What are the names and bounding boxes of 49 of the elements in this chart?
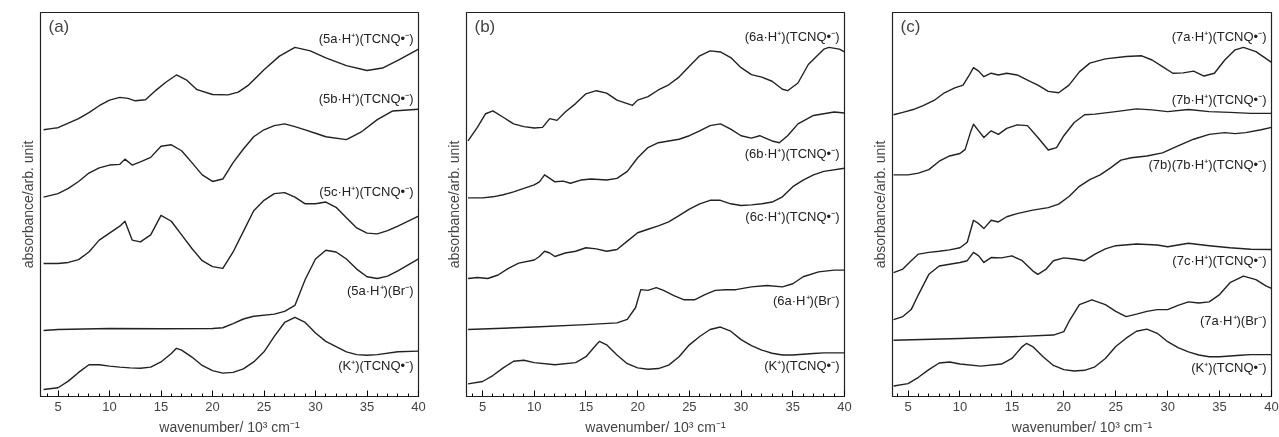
- x-axis-title: wavenumber/ 10³ cm⁻¹: [158, 418, 301, 435]
- series-label: (6b·H⁺)(TCNQ•⁻): [744, 145, 840, 161]
- x-tick-label: 10: [527, 398, 542, 414]
- y-axis-title: absorbance/arb. unit: [19, 140, 36, 269]
- x-axis-title: wavenumber/ 10³ cm⁻¹: [584, 418, 727, 435]
- x-tick-label: 15: [153, 398, 169, 414]
- series-label: (7b·H⁺)(TCNQ•⁻): [1171, 91, 1267, 107]
- series-label: (5b·H⁺)(TCNQ•⁻): [318, 91, 414, 107]
- x-tick-label: 20: [205, 398, 220, 414]
- series-label: (7c·H⁺)(TCNQ•⁻): [1172, 252, 1267, 268]
- x-tick-label: 35: [785, 398, 801, 414]
- x-tick-label: 30: [733, 398, 749, 414]
- x-tick-label: 5: [478, 398, 487, 414]
- series-label: (7a·H⁺)(TCNQ•⁻): [1171, 29, 1267, 45]
- x-tick-label: 40: [1264, 398, 1279, 414]
- x-tick-label: 15: [578, 398, 594, 414]
- series-label: (5c·H⁺)(TCNQ•⁻): [319, 184, 414, 200]
- x-tick-label: 20: [1056, 398, 1072, 414]
- x-tick-label: 35: [1212, 398, 1227, 414]
- chart-title: (c): [900, 16, 921, 36]
- x-tick-label: 30: [1160, 398, 1175, 414]
- series-label: (5a·H⁺)(Br⁻): [347, 282, 414, 298]
- x-tick-label: 40: [837, 398, 852, 414]
- x-tick-label: 5: [54, 398, 62, 414]
- x-tick-label: 25: [682, 398, 697, 414]
- series-label: (5a·H⁺)(TCNQ•⁻): [318, 31, 414, 47]
- series-label: (6a·H⁺)(Br⁻): [773, 292, 840, 308]
- series-label: (K⁺)(TCNQ•⁻): [1191, 359, 1267, 375]
- x-tick-label: 25: [256, 398, 272, 414]
- x-tick-label: 10: [102, 398, 117, 414]
- x-tick-label: 5: [904, 398, 912, 414]
- chart-title: (a): [48, 16, 70, 36]
- y-axis-title: absorbance/arb. unit: [445, 140, 462, 269]
- series-label: (7a·H⁺)(Br⁻): [1200, 312, 1267, 328]
- x-tick-label: 30: [308, 398, 323, 414]
- x-tick-label: 10: [952, 398, 968, 414]
- series-label: (K⁺)(TCNQ•⁻): [764, 357, 840, 373]
- series-label: (6a·H⁺)(TCNQ•⁻): [744, 29, 840, 45]
- x-tick-label: 25: [1108, 398, 1123, 414]
- chart-title: (b): [474, 16, 496, 36]
- y-axis-title: absorbance/arb. unit: [871, 140, 888, 269]
- x-axis-title: wavenumber/ 10³ cm⁻¹: [1010, 418, 1153, 435]
- x-tick-label: 35: [359, 398, 375, 414]
- series-label: (K⁺)(TCNQ•⁻): [338, 358, 414, 374]
- series-label: (6c·H⁺)(TCNQ•⁻): [745, 208, 840, 224]
- x-tick-label: 40: [411, 398, 426, 414]
- x-tick-label: 20: [630, 398, 645, 414]
- series-label: (7b)(7b·H⁺)(TCNQ•⁻): [1148, 156, 1267, 172]
- x-tick-label: 15: [1004, 398, 1020, 414]
